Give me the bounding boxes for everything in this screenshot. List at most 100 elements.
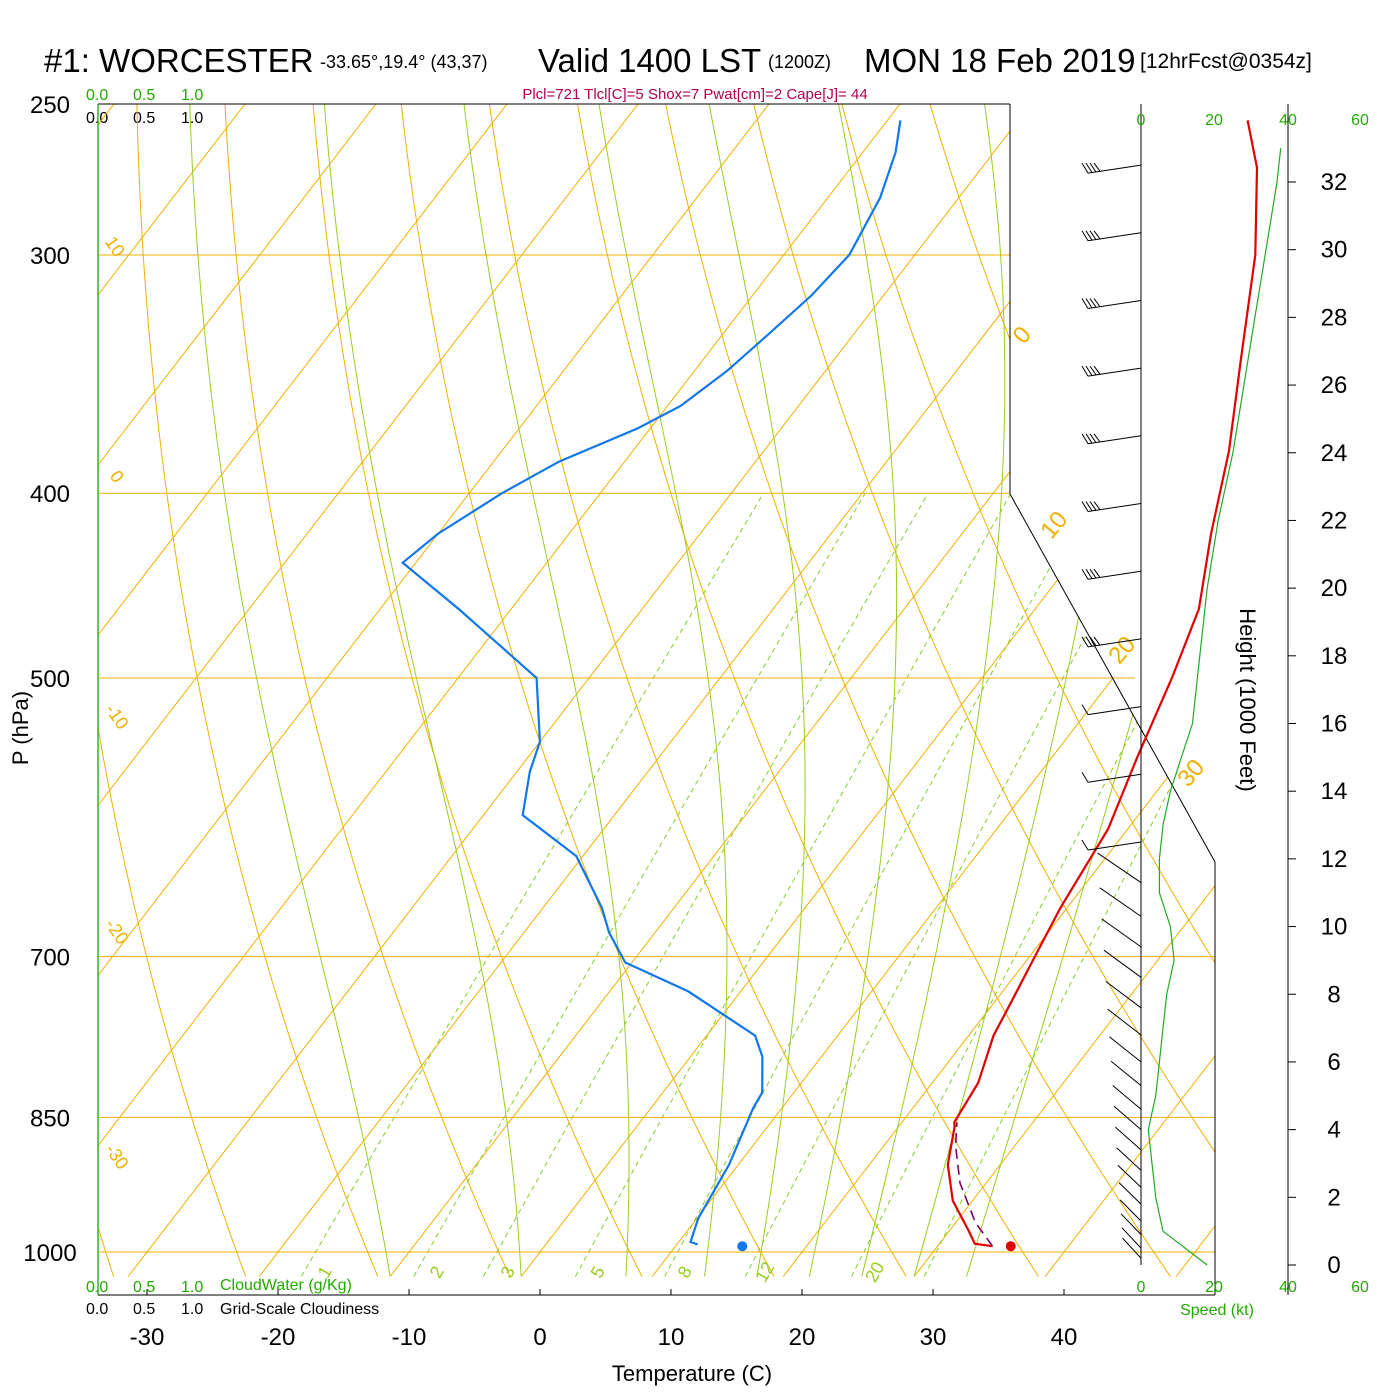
height-tick-label: 32 <box>1321 169 1348 196</box>
wind-barb-feather <box>1081 839 1089 851</box>
wind-barb <box>1114 1126 1142 1151</box>
wind-barb-feather <box>1093 568 1101 578</box>
dry-adiabat-line <box>310 104 643 1277</box>
isotherm-line <box>389 104 1215 1277</box>
wind-barb-feather <box>1081 636 1089 648</box>
wind-barb-feather <box>1089 636 1097 646</box>
temperature-tick-label: 10 <box>658 1324 685 1351</box>
wind-barb <box>1122 1237 1142 1259</box>
wind-barb-feather <box>1093 230 1101 240</box>
isotherm-line <box>1044 104 1215 1277</box>
temperature-tick-label: 30 <box>920 1324 947 1351</box>
dry-adiabat-line <box>1181 104 1215 1277</box>
dry-adiabat-label: -10 <box>101 700 132 733</box>
wind-barb <box>1087 841 1142 851</box>
wind-barb <box>1107 1008 1142 1036</box>
temperature-tick-label: 40 <box>1051 1324 1078 1351</box>
pressure-tick-label: 1000 <box>23 1240 76 1267</box>
parcel-trace <box>954 1122 994 1247</box>
scale-tick: 0.5 <box>133 1279 155 1296</box>
wind-barb <box>1103 949 1142 978</box>
height-tick-label: 10 <box>1321 914 1348 941</box>
wind-barb <box>1110 1060 1142 1086</box>
height-tick-label: 16 <box>1321 711 1348 738</box>
wind-barb <box>1116 1147 1142 1171</box>
wind-barb-feather <box>1081 298 1089 309</box>
wind-barb-feather <box>1093 365 1101 375</box>
mixing-ratio-label: 5 <box>587 1263 609 1282</box>
wind-barb-feather <box>1093 298 1101 307</box>
height-tick-label: 14 <box>1321 778 1348 805</box>
wind-barb-feather <box>1093 636 1101 646</box>
dry-adiabat-label: -30 <box>101 1140 132 1173</box>
isotherm-line <box>98 104 403 1277</box>
wind-barb <box>1087 367 1142 377</box>
isotherm-line <box>98 104 927 1277</box>
pressure-axis-label: P (hPa) <box>8 691 33 765</box>
scale-tick: 1.0 <box>181 110 203 127</box>
wind-barb <box>1087 638 1142 648</box>
sounding-series <box>400 120 1259 1252</box>
moist-adiabat-grid <box>188 104 1215 1277</box>
speed-tick: 40 <box>1279 112 1297 129</box>
dry-adiabat-line <box>832 104 1215 1277</box>
scale-tick: 0.5 <box>133 1301 155 1318</box>
wind-barb-feather <box>1089 298 1097 308</box>
dry-adiabat-line <box>484 104 907 1277</box>
height-tick-label: 8 <box>1327 981 1340 1008</box>
temperature-axis: -30 -20 -10 0 10 20 30 40 <box>130 1289 1078 1351</box>
wind-barb <box>1119 1199 1142 1222</box>
wind-barb <box>1087 570 1142 580</box>
wind-barb-feather <box>1081 433 1089 445</box>
wind-barb <box>1087 300 1142 309</box>
scale-tick: 0.0 <box>86 1301 108 1318</box>
dry-adiabat-label: 10 <box>101 233 129 261</box>
isotherm-line <box>98 104 665 1277</box>
wind-barb <box>1109 1036 1142 1063</box>
wind-barb-feather <box>1081 772 1089 783</box>
mixing-ratio-label: 3 <box>497 1263 519 1282</box>
mixing-ratio-line <box>664 492 1092 1277</box>
dry-adiabat-line <box>658 104 1171 1277</box>
wind-barb <box>1118 1182 1142 1205</box>
wind-barb-column <box>1081 104 1142 1265</box>
scale-tick: 0.0 <box>86 87 108 104</box>
dry-adiabat-line <box>98 104 247 1277</box>
bottom-cloudiness-scale: 0.0 0.5 1.0 Grid-Scale Cloudiness <box>86 1301 379 1318</box>
speed-tick: 0 <box>1137 1279 1146 1296</box>
isotherm-line <box>98 104 272 1277</box>
wind-barb-feather <box>1085 433 1093 444</box>
wind-barb <box>1120 1213 1142 1235</box>
pressure-tick-label: 400 <box>30 481 70 508</box>
wind-barb-feather <box>1085 501 1093 512</box>
isotherm-label: 10 <box>1035 506 1073 544</box>
isotherm-line <box>782 104 1215 1277</box>
scale-tick: 1.0 <box>181 1279 203 1296</box>
wind-barb <box>1105 981 1142 1009</box>
speed-tick: 40 <box>1279 1279 1297 1296</box>
height-tick-label: 30 <box>1321 237 1348 264</box>
mixing-ratio-label: 8 <box>674 1263 696 1282</box>
dry-adiabat-label: 0 <box>106 467 128 487</box>
moist-adiabat-line <box>593 104 728 1277</box>
scale-tick: 1.0 <box>181 87 203 104</box>
wind-barb <box>1121 1227 1142 1249</box>
wind-barb-feather <box>1093 433 1101 443</box>
height-tick-label: 0 <box>1327 1252 1340 1279</box>
wind-barb <box>1097 852 1142 884</box>
wind-barb-feather <box>1081 568 1089 580</box>
station-title: #1: WORCESTER <box>44 42 314 79</box>
moist-adiabat-line <box>808 104 898 1277</box>
mixing-ratio-line <box>744 492 1164 1277</box>
dry-adiabat-grid <box>98 104 1215 1277</box>
top-cloudwater-scale: 0.0 0.5 1.0 <box>86 87 203 104</box>
speed-scale-bottom: 0 20 40 60 Speed (kt) <box>1137 1279 1369 1319</box>
dry-adiabat-line <box>745 104 1215 1277</box>
speed-tick: 60 <box>1351 1279 1369 1296</box>
height-axis-label: Height (1000 Feet) <box>1235 608 1260 791</box>
wind-barb-feather <box>1085 365 1093 376</box>
speed-tick: 20 <box>1205 1279 1223 1296</box>
